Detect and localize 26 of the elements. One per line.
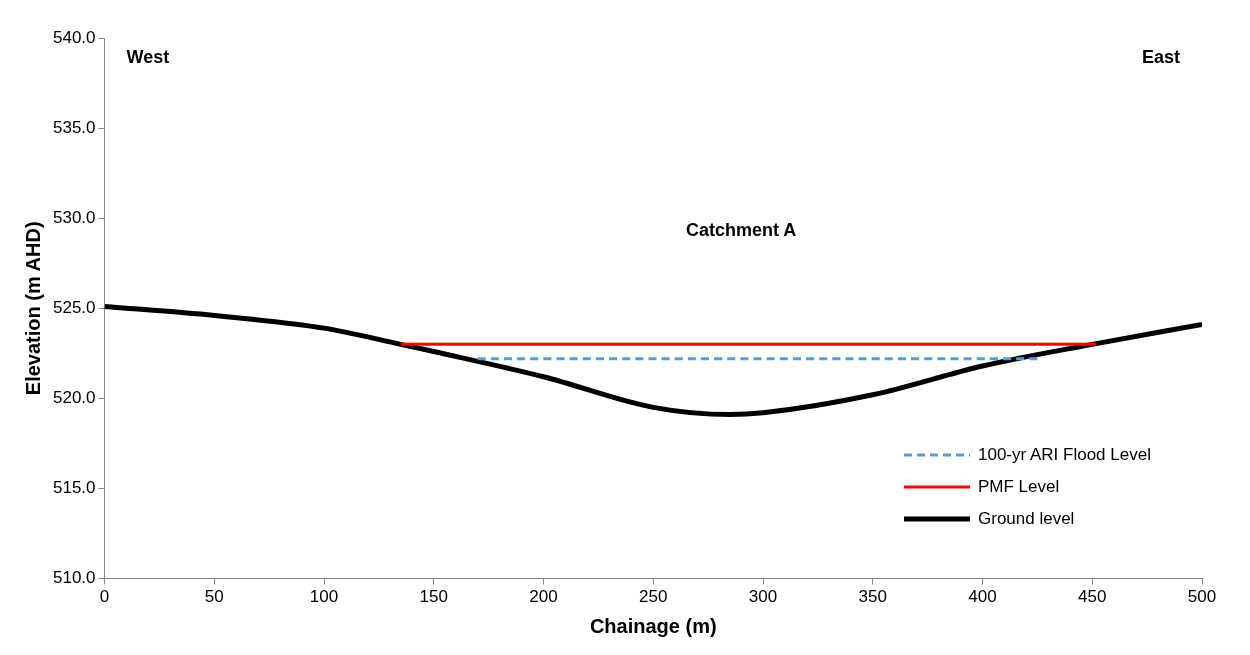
y-tick-label: 515.0 [52,478,96,498]
x-tick-label: 250 [639,587,668,607]
x-tick-label: 450 [1078,587,1107,607]
y-tick-label: 535.0 [52,117,96,137]
y-tick-label: 525.0 [52,297,96,317]
x-tick-label: 150 [419,587,448,607]
x-tick-label: 50 [204,587,224,607]
x-tick-label: 300 [748,587,778,607]
annotation: East [1142,46,1181,67]
legend-label: PMF Level [978,476,1060,497]
annotation: West [126,46,170,67]
x-tick-label: 100 [309,587,339,607]
y-tick-label: 540.0 [52,27,96,47]
x-axis-title: Chainage (m) [589,614,717,637]
x-tick-label: 350 [858,587,887,607]
x-tick-label: 200 [529,587,558,607]
y-tick-label: 520.0 [52,388,96,408]
x-tick-label: 500 [1187,587,1217,607]
legend-label: Ground level [978,508,1075,529]
y-axis-title: Elevation (m AHD) [21,221,44,396]
x-tick-label: 400 [968,587,997,607]
annotation: Catchment A [685,219,797,240]
x-tick-label: 0 [99,587,110,607]
y-tick-label: 530.0 [52,207,96,227]
y-tick-label: 510.0 [52,568,96,588]
legend-label: 100-yr ARI Flood Level [978,444,1151,465]
